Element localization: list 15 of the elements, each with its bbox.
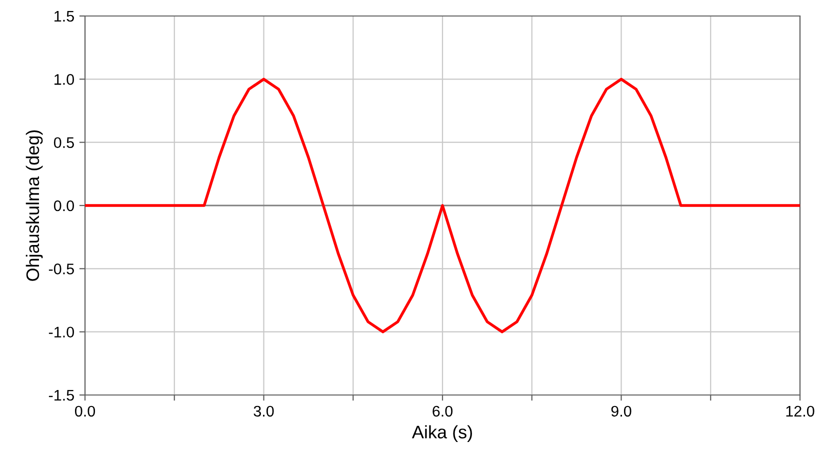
y-tick-label: -0.5 <box>48 264 74 274</box>
x-tick-label: 6.0 <box>432 406 453 417</box>
y-tick-label: 0.5 <box>54 137 74 148</box>
x-tick-label: 9.0 <box>611 406 632 417</box>
x-axis-title: Aika (s) <box>412 425 472 442</box>
y-tick-label: 0.0 <box>54 200 74 212</box>
line-series <box>85 78 800 334</box>
x-tick-label: 3.0 <box>254 406 274 417</box>
y-tick-label: 1.0 <box>54 74 74 85</box>
y-tick-label: -1.0 <box>48 326 74 338</box>
y-tick-label: 1.5 <box>54 11 74 22</box>
y-tick-label: -1.5 <box>48 390 74 401</box>
x-tick-label: 12.0 <box>786 406 814 417</box>
y-axis-title: Ohjauskulma (deg) <box>26 130 43 281</box>
x-tick-label: 0.0 <box>74 406 96 417</box>
